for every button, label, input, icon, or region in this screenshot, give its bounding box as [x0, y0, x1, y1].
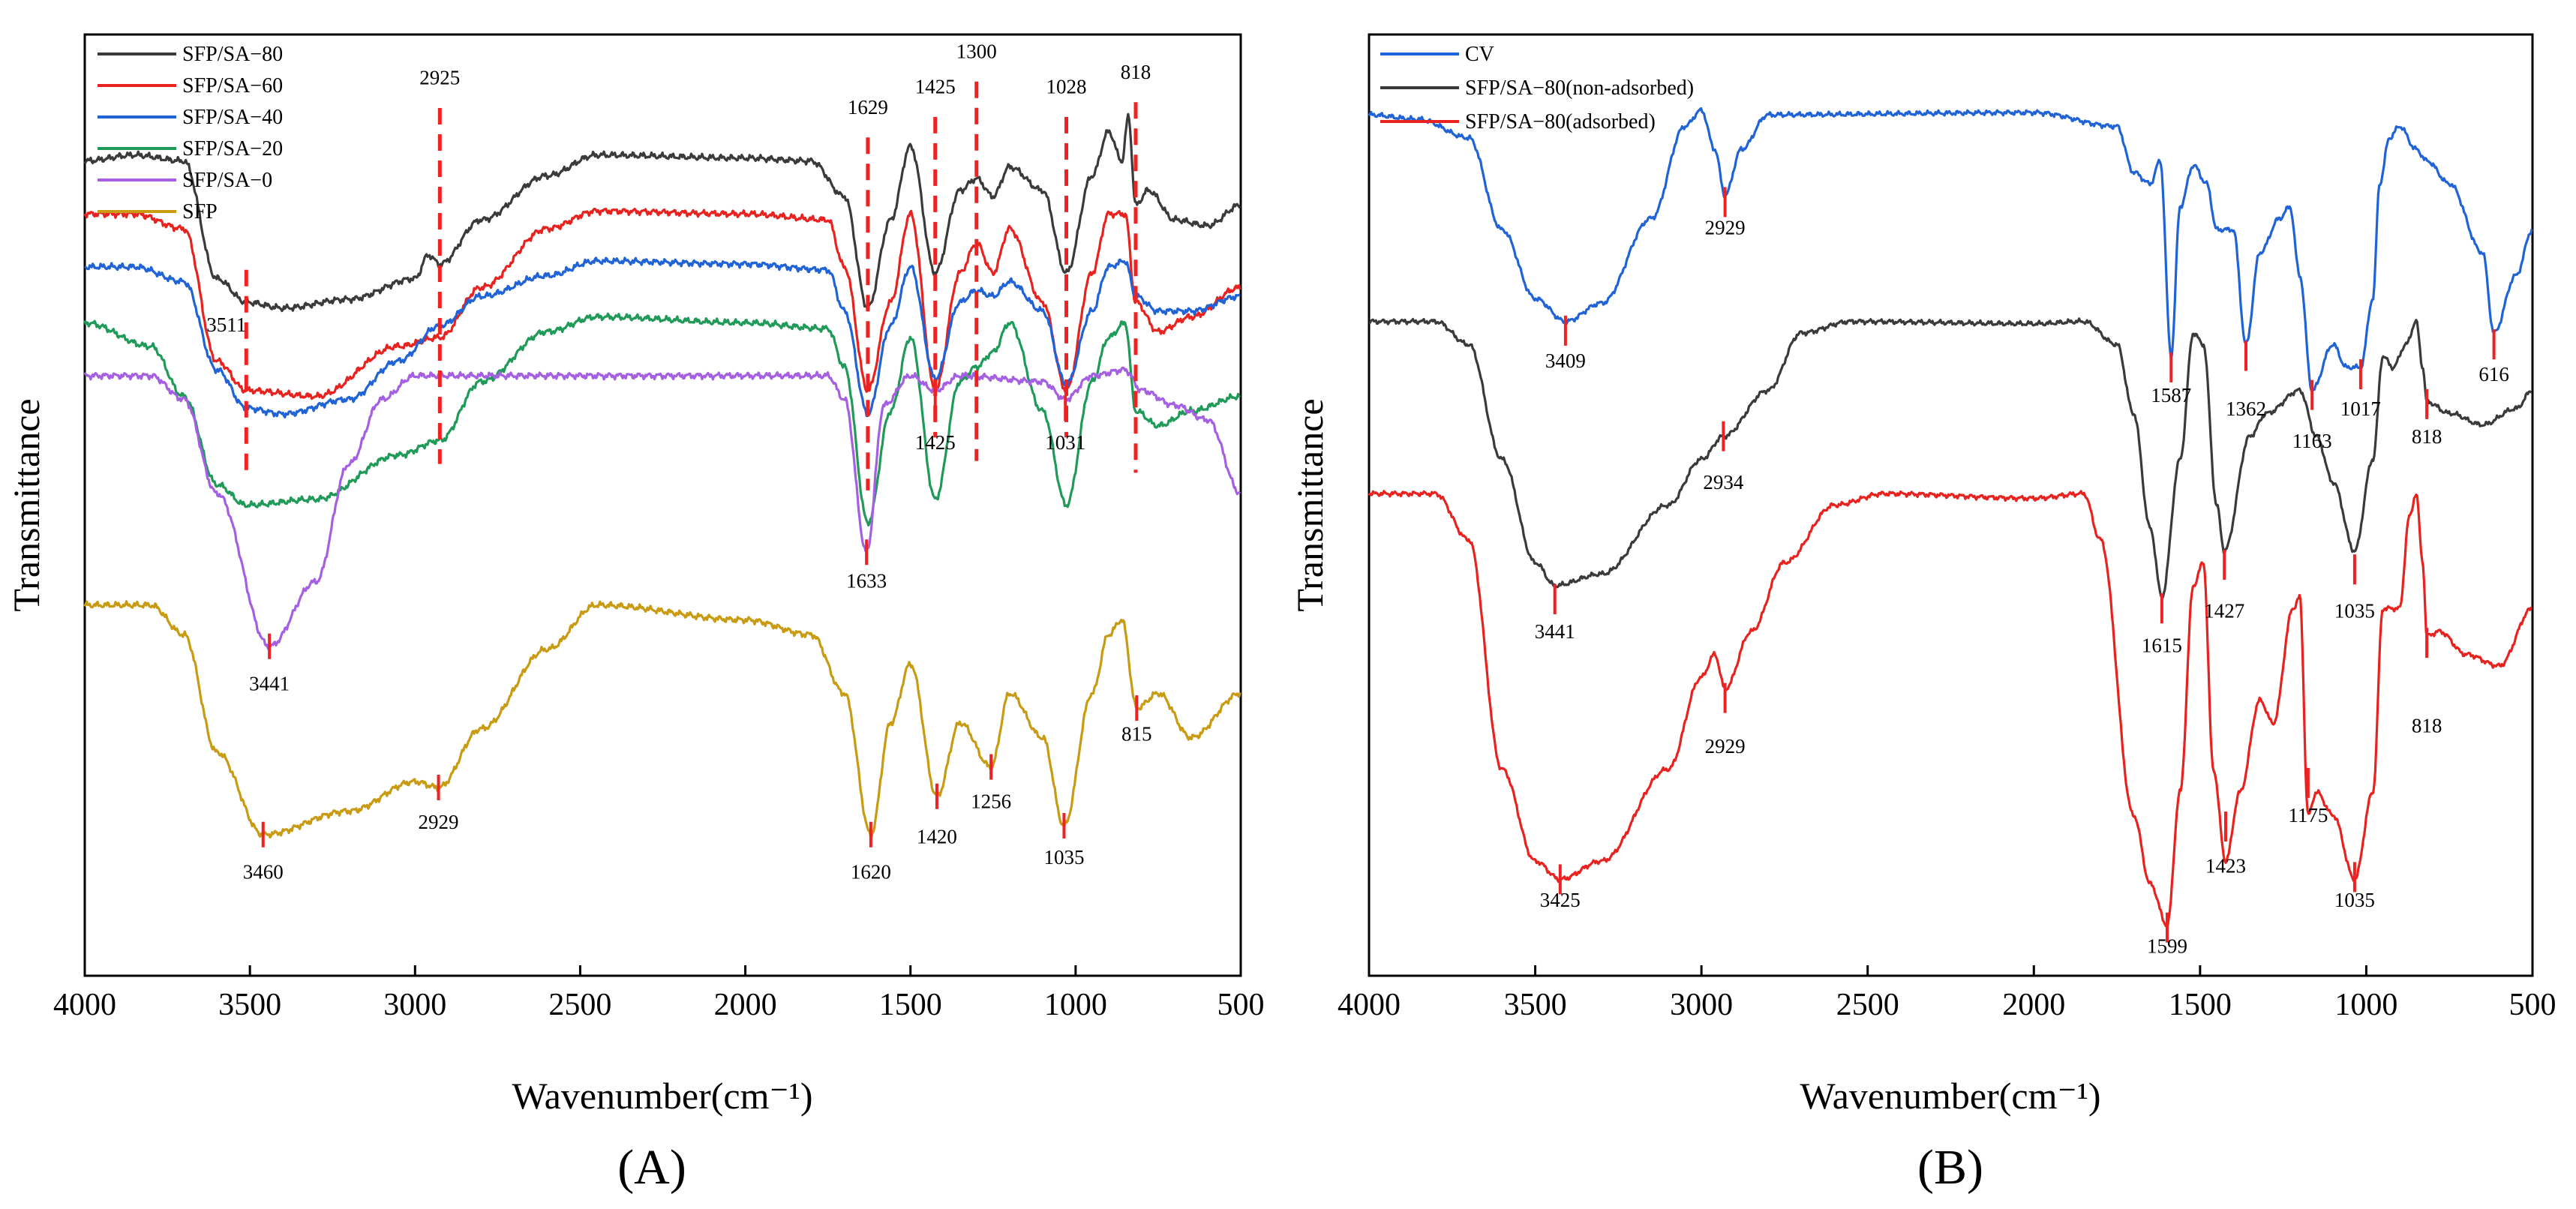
peak-label: 1175	[2288, 804, 2328, 826]
peak-label: 818	[2412, 425, 2442, 448]
x-tick-label: 1000	[1044, 988, 1107, 1022]
peak-label: 815	[1121, 722, 1152, 745]
legend-label: SFP/SA−80(non-adsorbed)	[1465, 76, 1694, 100]
x-axis-title: Wavenumber(cm⁻¹)	[512, 1075, 812, 1117]
peak-label: 2925	[419, 67, 460, 89]
x-tick-label: 2000	[2002, 988, 2065, 1022]
legend-label: SFP/SA−0	[182, 169, 272, 192]
panel-label: (A)	[617, 1140, 686, 1195]
peak-label: 1256	[971, 790, 1011, 812]
x-tick-label: 1500	[879, 988, 942, 1022]
panel-a: 4000 3500 3000 2500 2000 1500 1000 500 Wavenumbe…	[5, 33, 1265, 1195]
x-tick-label: 4000	[1338, 988, 1401, 1022]
peak-label: 1587	[2151, 384, 2191, 406]
legend-label: CV	[1465, 43, 1494, 66]
legend-label: SFP	[182, 200, 218, 224]
peak-label: 1300	[956, 40, 997, 62]
peak-label: 1362	[2226, 398, 2266, 420]
peak-label: 3460	[243, 861, 284, 884]
y-axis-title: Transmittance	[1289, 398, 1331, 611]
peak-label: 1035	[2334, 599, 2375, 622]
panel-label: (B)	[1917, 1140, 1983, 1195]
series-line-5	[83, 366, 1241, 650]
x-tick-label: 3000	[1670, 988, 1733, 1022]
peak-label: 616	[2478, 363, 2509, 386]
peak-label: 1163	[2292, 430, 2332, 452]
legend-label: SFP/SA−80	[182, 43, 283, 66]
peak-label: 1423	[2205, 854, 2246, 877]
x-tick-label: 3000	[383, 988, 446, 1022]
series-line-3	[1368, 490, 2532, 928]
legend-label: SFP/SA−80(adsorbed)	[1465, 110, 1656, 134]
peak-label: 1615	[2142, 634, 2182, 656]
series-line-4	[83, 312, 1241, 526]
peak-label: 1031	[1045, 431, 1085, 454]
peak-label: 1035	[1043, 846, 1084, 868]
peak-label: 1425	[915, 431, 956, 454]
legend: CV SFP/SA−80(non-adsorbed) SFP/SA−80(adsor…	[1380, 43, 1694, 134]
plot-frame	[1368, 33, 2534, 977]
peak-label: 3441	[1535, 620, 1575, 643]
x-tick-label: 2500	[1836, 988, 1899, 1022]
series-line-2	[1368, 317, 2532, 599]
peak-label: 818	[1121, 61, 1151, 83]
peak-label: 1633	[846, 569, 887, 592]
peak-label: 3409	[1545, 350, 1586, 372]
series-line-1	[1368, 106, 2533, 392]
series-line-1	[83, 112, 1241, 313]
peak-label: 2929	[1705, 735, 1746, 758]
series-line-2	[83, 207, 1241, 400]
peak-label: 1599	[2147, 934, 2187, 957]
peak-label: 3441	[249, 673, 290, 695]
x-tick-label: 3500	[218, 988, 281, 1022]
plot-frame	[83, 33, 1242, 977]
peak-label: 1425	[915, 75, 956, 98]
peak-label: 3425	[1540, 889, 1581, 911]
peak-label: 818	[2412, 715, 2442, 737]
peak-label: 3511	[206, 314, 246, 336]
legend: SFP/SA−80 SFP/SA−60 SFP/SA−40 SFP/SA−20 SFP/…	[98, 43, 283, 224]
peak-label: 1427	[2204, 599, 2244, 622]
peak-label: 1035	[2334, 889, 2375, 911]
peak-label: 2929	[1705, 216, 1746, 238]
legend-label: SFP/SA−20	[182, 137, 283, 160]
x-tick-label: 2500	[548, 988, 611, 1022]
legend-label: SFP/SA−40	[182, 106, 283, 129]
x-tick-label: 500	[2509, 988, 2556, 1022]
panel-b: 4000 3500 3000 2500 2000 1500 1000 500 Wavenumbe…	[1289, 33, 2556, 1195]
peak-label: 1017	[2340, 398, 2381, 420]
y-axis-title: Transmittance	[5, 398, 47, 611]
x-tick-label: 1000	[2334, 988, 2397, 1022]
peak-label: 1028	[1046, 75, 1087, 98]
peak-label: 1620	[851, 861, 891, 884]
series-line-6	[83, 600, 1241, 839]
x-tick-label: 3500	[1504, 988, 1567, 1022]
x-tick-label: 4000	[53, 988, 116, 1022]
peak-label: 2934	[1703, 471, 1744, 494]
x-tick-label: 1500	[2169, 988, 2232, 1022]
peak-label: 2929	[419, 811, 459, 833]
peak-label: 1420	[917, 826, 957, 848]
legend-label: SFP/SA−60	[182, 74, 283, 98]
x-axis-title: Wavenumber(cm⁻¹)	[1800, 1075, 2100, 1117]
peak-label: 1629	[848, 96, 888, 118]
series-line-3	[84, 256, 1241, 418]
x-tick-label: 2000	[714, 988, 777, 1022]
x-tick-label: 500	[1217, 988, 1265, 1022]
